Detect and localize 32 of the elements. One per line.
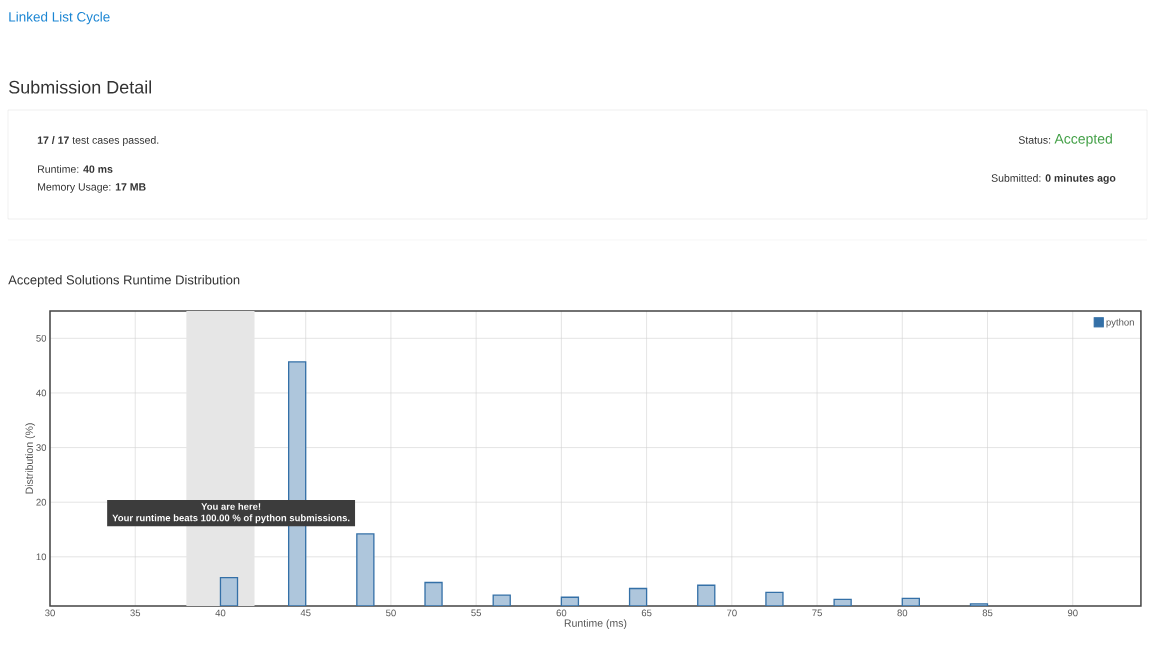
x-tick-label: 35: [130, 609, 141, 617]
x-tick-label: 50: [386, 609, 396, 617]
x-tick-label: 60: [556, 609, 567, 617]
y-axis-title: Distribution (%): [25, 423, 36, 494]
text: Submitted: 0 minutes ago: [991, 174, 1116, 184]
y-tick-label: 20: [36, 498, 47, 506]
annotation: You are here!: [201, 502, 261, 510]
x-tick-label: 90: [1067, 609, 1078, 617]
text: 17 / 17 test cases passed.: [37, 136, 159, 146]
text: Accepted: [1054, 133, 1112, 147]
y-tick-label: 10: [36, 553, 47, 561]
x-tick-label: 45: [300, 609, 311, 617]
x-tick-label: 30: [45, 609, 55, 617]
x-tick-label: 75: [812, 609, 822, 617]
y-tick-label: 50: [36, 334, 47, 342]
y-tick-label: 40: [36, 389, 47, 397]
x-axis-title: Runtime (ms): [564, 619, 627, 629]
x-tick-label: 85: [982, 609, 993, 617]
legend-label: python: [1106, 318, 1134, 328]
x-tick-label: 70: [727, 609, 737, 617]
x-tick-label: 80: [897, 609, 908, 617]
annotation: Your runtime beats 100.00 % of python submissions.: [112, 514, 350, 524]
text: Status:: [1018, 136, 1051, 144]
x-tick-label: 40: [215, 609, 226, 617]
text: Memory Usage: 17 MB: [38, 183, 146, 193]
y-tick-label: 30: [36, 444, 47, 451]
text: Runtime: 40 ms: [38, 165, 113, 173]
x-tick-label: 55: [471, 609, 482, 617]
chart-title: Accepted Solutions Runtime Distribution: [8, 274, 240, 288]
text: Linked List Cycle: [9, 11, 110, 25]
x-tick-label: 65: [641, 609, 652, 617]
text: Submission Detail: [9, 80, 152, 94]
